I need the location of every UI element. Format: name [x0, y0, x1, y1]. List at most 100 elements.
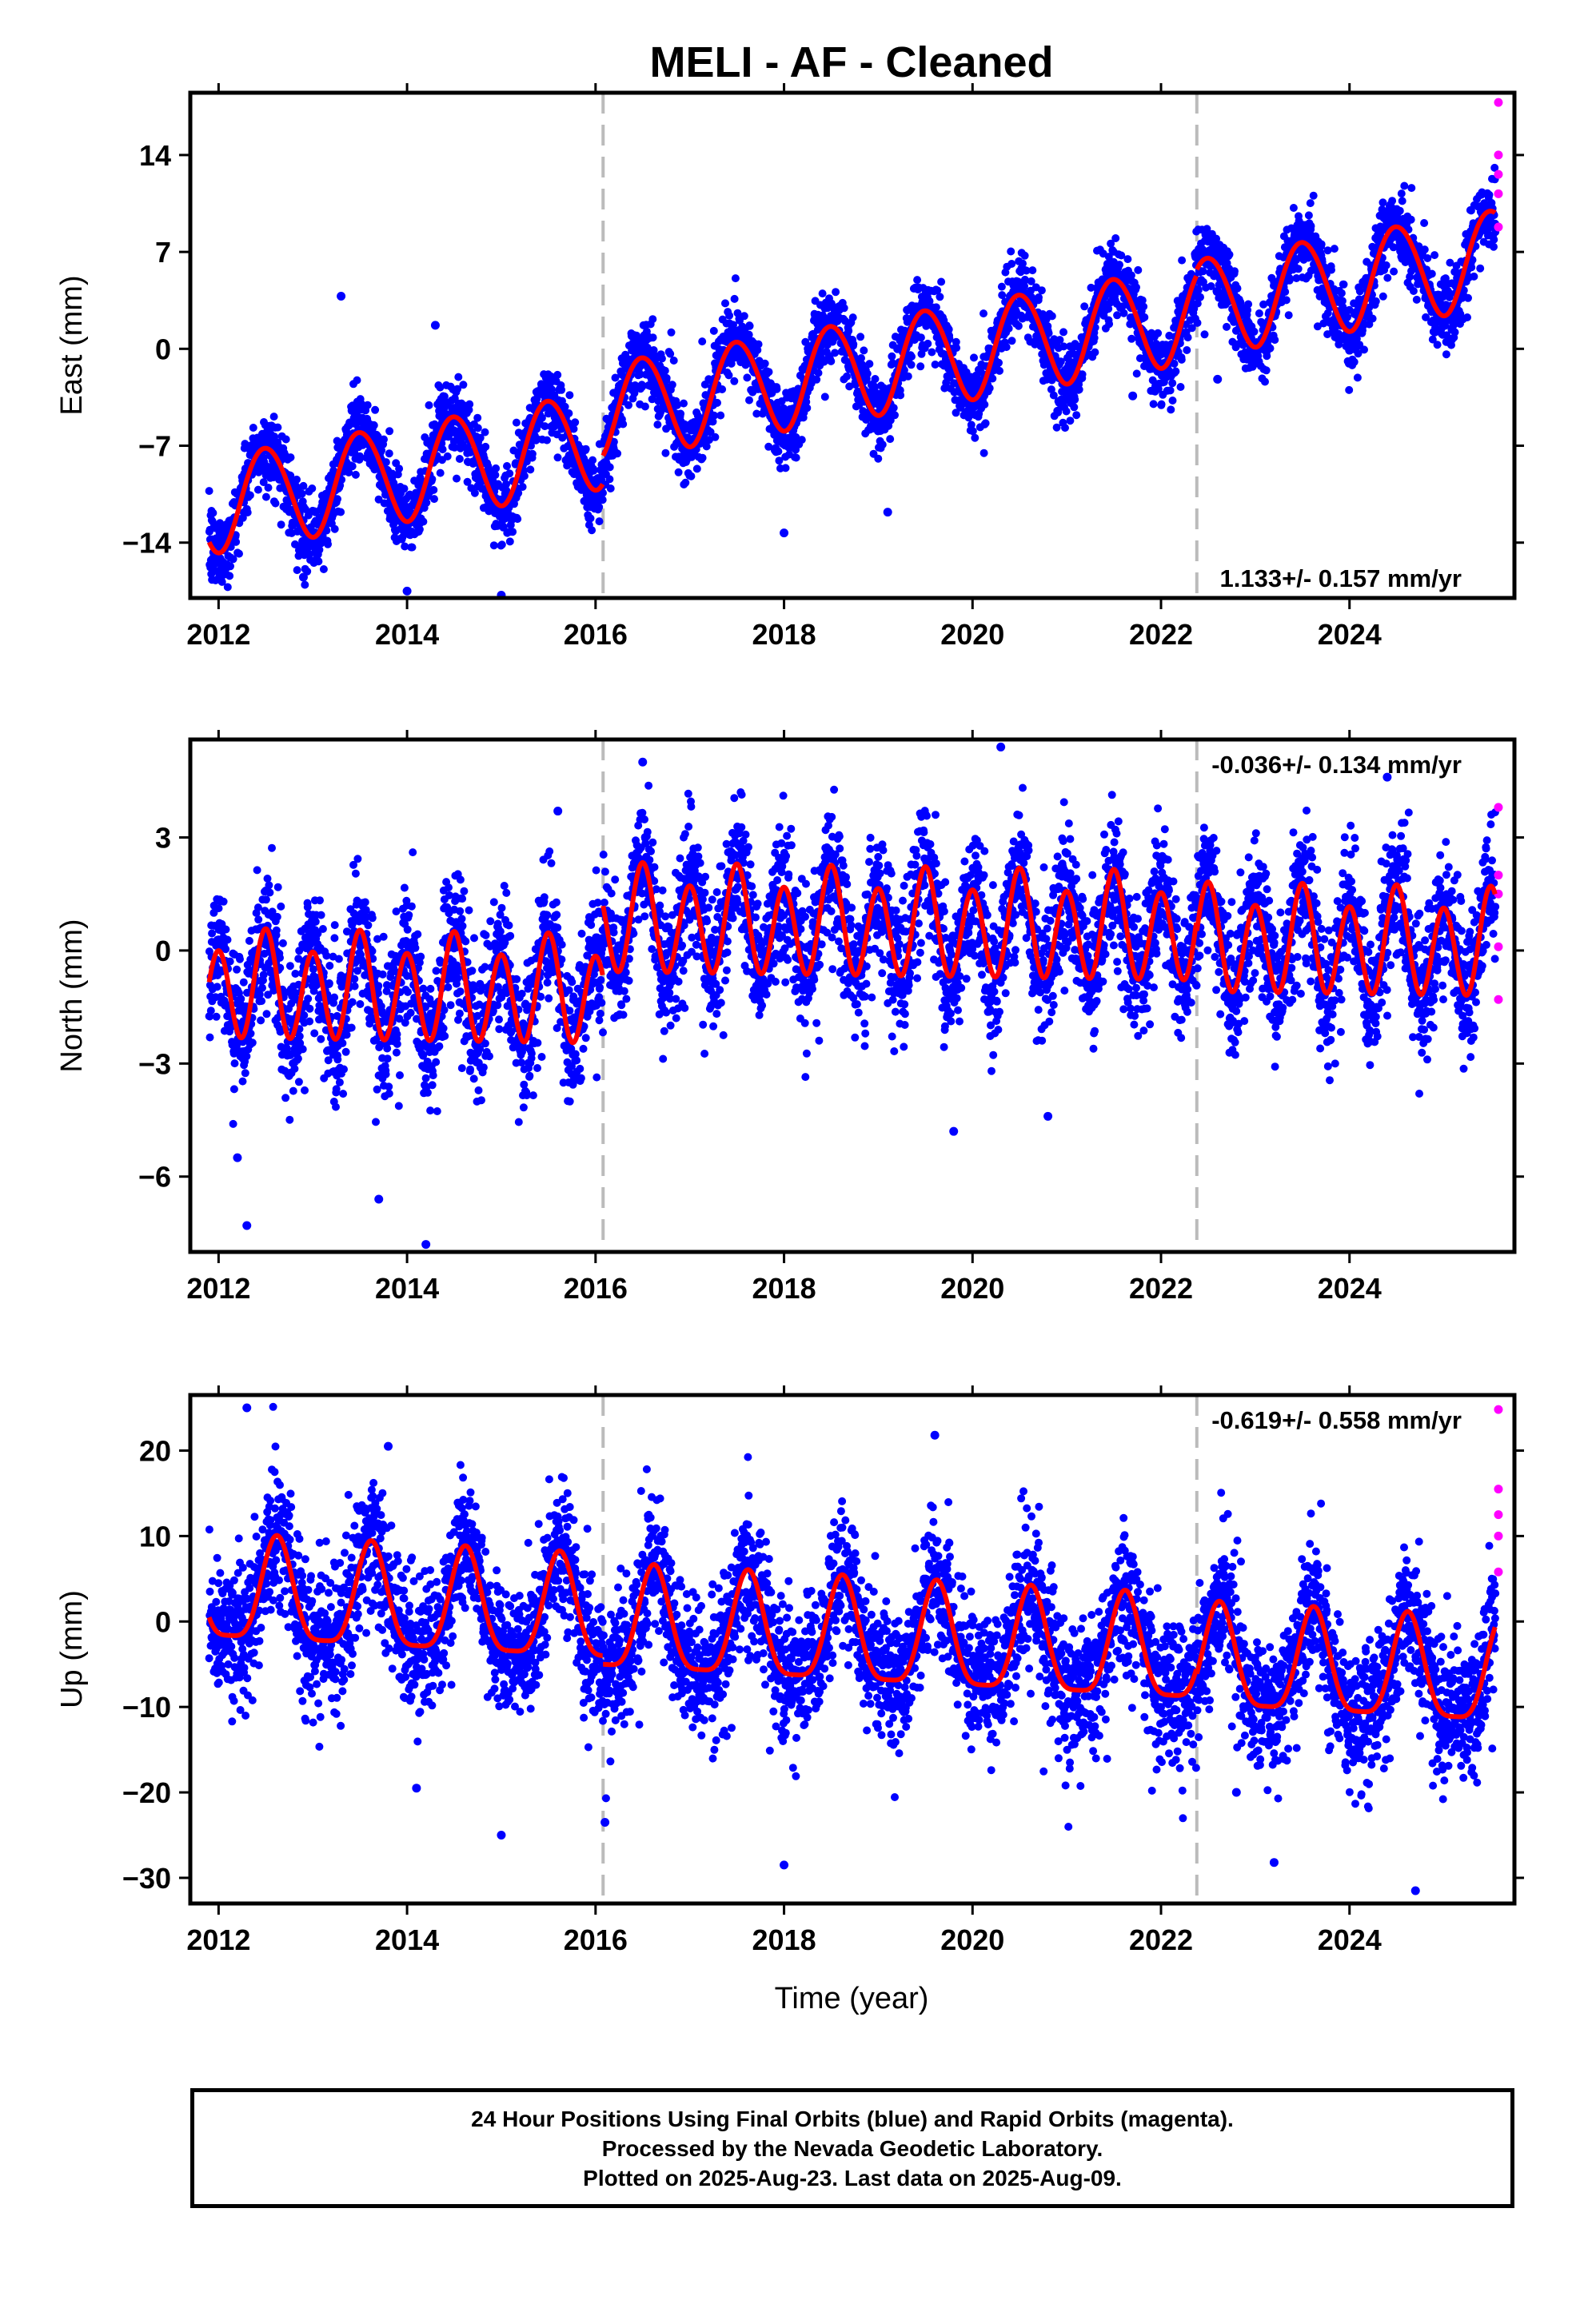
north-outlier-point [421, 1240, 431, 1250]
north-outlier-point [638, 757, 648, 767]
north-rapid-orbit-point [1494, 995, 1503, 1004]
east-rapid-orbit-point [1494, 189, 1503, 198]
east-outlier-point [883, 508, 892, 517]
up-outlier-point [242, 1403, 252, 1413]
up-outlier-point [412, 1784, 421, 1793]
east-outlier-point [298, 572, 308, 582]
east-y-tick-label: 14 [139, 139, 171, 172]
up-daily-positions [205, 1402, 1500, 1831]
north-outlier-point [374, 1194, 384, 1204]
east-plot-frame [188, 90, 1517, 600]
north-outlier-point [996, 742, 1006, 751]
east-y-tick-label: −14 [122, 527, 171, 560]
north-x-tick-label: 2012 [186, 1272, 250, 1305]
up-final-orbit-points [205, 1402, 1500, 1895]
up-y-tick-label: −10 [122, 1691, 171, 1724]
up-rapid-orbit-point [1494, 1405, 1503, 1414]
north-daily-positions [205, 781, 1500, 1128]
up-x-tick-label: 2024 [1318, 1923, 1382, 1956]
east-x-tick-label: 2018 [752, 618, 816, 651]
up-y-tick-label: 10 [139, 1520, 171, 1553]
east-x-tick-label: 2024 [1318, 618, 1382, 651]
east-rate-label: 1.133+/- 0.157 mm/yr [1220, 564, 1462, 592]
north-model-segment-3 [1194, 879, 1498, 999]
east-y-axis-label: East (mm) [55, 275, 89, 415]
north-y-tick-label: 3 [155, 822, 171, 855]
north-outlier-point [233, 1153, 242, 1162]
north-model-segment-1 [206, 926, 605, 1046]
north-outlier-point [242, 1221, 252, 1230]
east-model-segment-3 [1195, 209, 1497, 350]
east-model-segment-2 [600, 274, 1199, 457]
north-outlier-point [1382, 772, 1392, 782]
up-model-segment-3 [1194, 1598, 1498, 1720]
x-axis-label: Time (year) [775, 1982, 929, 2015]
east-rapid-orbit-point [1494, 169, 1503, 179]
north-x-tick-label: 2016 [564, 1272, 628, 1305]
north-rapid-orbit-point [1494, 942, 1503, 951]
north-final-orbit-points [205, 742, 1500, 1250]
up-x-tick-label: 2020 [940, 1923, 1004, 1956]
east-outlier-point [402, 586, 412, 596]
east-outlier-point [430, 321, 440, 330]
up-model-segment-1 [206, 1533, 603, 1658]
east-outlier-point [337, 292, 346, 301]
east-outlier-point [1345, 345, 1355, 355]
north-rate-label: -0.036+/- 0.134 mm/yr [1211, 751, 1462, 779]
up-outlier-point [1410, 1886, 1420, 1895]
north-y-tick-label: −6 [138, 1161, 171, 1194]
east-rapid-orbit-point [1494, 98, 1503, 107]
east-y-tick-label: 7 [155, 236, 171, 269]
north-plot-frame [188, 737, 1517, 1254]
up-x-tick-label: 2018 [752, 1923, 816, 1956]
up-outlier-point [600, 1817, 610, 1827]
up-rapid-orbit-point [1494, 1485, 1503, 1494]
east-final-orbit-points [205, 163, 1500, 598]
north-x-tick-label: 2022 [1129, 1272, 1193, 1305]
panel-north: 2012 2014 2016 2018 2020 2022 2024 −6 −3 0 3 North … [55, 730, 1524, 1305]
east-y-tick-label: −7 [138, 430, 171, 463]
up-outlier-point [384, 1441, 393, 1451]
east-rapid-orbit-point [1494, 222, 1503, 232]
info-line-2: Processed by the Nevada Geodetic Laborat… [601, 2135, 1103, 2161]
east-rapid-orbit-point [1494, 150, 1503, 160]
north-rapid-orbit-point [1494, 871, 1503, 880]
north-rapid-orbit-point [1494, 803, 1503, 812]
east-outlier-point [1128, 391, 1138, 401]
up-x-tick-label: 2012 [186, 1923, 250, 1956]
north-model-segment-2 [600, 859, 1199, 983]
up-y-tick-label: 0 [155, 1605, 171, 1638]
figure-title: MELI - AF - Cleaned [649, 38, 1053, 86]
north-y-tick-label: 0 [155, 935, 171, 967]
info-box: 24 Hour Positions Using Final Orbits (bl… [190, 2088, 1514, 2208]
panel-east: 2012 2014 2016 2018 2020 2022 2024 −14 −7 0 7 14 Eas… [55, 83, 1524, 651]
up-y-tick-label: −20 [122, 1776, 171, 1809]
east-x-tick-label: 2016 [564, 618, 628, 651]
east-x-tick-label: 2014 [375, 618, 439, 651]
up-plot-frame [188, 1393, 1517, 1906]
up-x-tick-label: 2016 [564, 1923, 628, 1956]
north-y-tick-label: −3 [138, 1047, 171, 1080]
up-outlier-point [1269, 1858, 1279, 1868]
north-outlier-point [553, 807, 563, 816]
up-rapid-orbit-point [1494, 1531, 1503, 1541]
up-outlier-point [1231, 1788, 1241, 1797]
up-model-segment-2 [603, 1562, 1199, 1698]
up-rapid-orbit-point [1494, 1567, 1503, 1577]
east-model-segment-1 [206, 398, 605, 556]
up-rate-label: -0.619+/- 0.558 mm/yr [1211, 1406, 1462, 1434]
up-outlier-point [780, 1860, 789, 1870]
info-line-1: 24 Hour Positions Using Final Orbits (bl… [471, 2106, 1234, 2131]
up-x-tick-label: 2014 [375, 1923, 439, 1956]
up-outlier-point [930, 1430, 940, 1440]
up-outlier-point [497, 1830, 506, 1840]
east-outlier-point [780, 528, 789, 538]
north-x-tick-label: 2014 [375, 1272, 439, 1305]
north-x-tick-label: 2020 [940, 1272, 1004, 1305]
east-x-tick-label: 2022 [1129, 618, 1193, 651]
east-x-tick-label: 2020 [940, 618, 1004, 651]
north-outlier-point [949, 1126, 959, 1136]
east-y-tick-label: 0 [155, 333, 171, 365]
